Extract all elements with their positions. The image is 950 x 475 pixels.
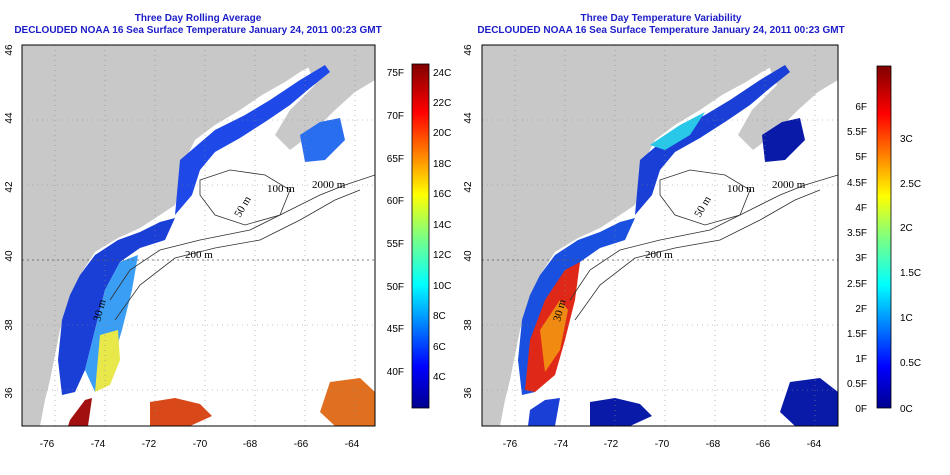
right-xtick: -72 [604, 439, 619, 450]
left-panel: Three Day Rolling Average DECLOUDED NOAA… [4, 13, 451, 450]
right-contour-label-2000m: 2000 m [772, 179, 806, 191]
left-colorbar-scale [411, 63, 430, 409]
right-cb-f-label: 2F [855, 304, 867, 315]
left-xtick: -68 [243, 439, 258, 450]
left-ytick: 44 [4, 112, 15, 124]
right-contour-label-30m: 30 m [551, 298, 568, 323]
right-ytick: 36 [463, 387, 474, 399]
left-xtick: -74 [91, 439, 106, 450]
right-cb-f-label: 3.5F [847, 228, 867, 239]
right-cb-f-label: 0.5F [847, 379, 867, 390]
right-cb-c-label: 0C [900, 404, 913, 415]
left-cb-f-label: 50F [387, 282, 404, 293]
right-colorbar-scale [876, 65, 892, 409]
right-xtick: -68 [706, 439, 721, 450]
right-ytick: 46 [463, 44, 474, 56]
right-ytick: 44 [463, 112, 474, 124]
right-cb-f-label: 4.5F [847, 178, 867, 189]
right-cb-c-label: 0.5C [900, 358, 921, 369]
left-cb-c-label: 4C [433, 372, 446, 383]
right-title: Three Day Temperature Variability [581, 13, 742, 24]
right-xtick: -76 [503, 439, 518, 450]
right-cb-f-label: 6F [855, 102, 867, 113]
right-xtick: -64 [807, 439, 822, 450]
left-cb-f-label: 45F [387, 324, 404, 335]
right-cb-c-label: 2.5C [900, 179, 921, 190]
right-cb-f-label: 1.5F [847, 329, 867, 340]
left-cb-c-label: 16C [433, 189, 451, 200]
left-cb-f-label: 65F [387, 154, 404, 165]
right-panel: Three Day Temperature Variability DECLOU… [463, 13, 921, 450]
right-cb-c-label: 2C [900, 223, 913, 234]
left-map-frame [21, 44, 376, 427]
left-y-axis: 36 38 40 42 44 46 [4, 44, 15, 399]
left-cb-c-label: 8C [433, 311, 446, 322]
left-ytick: 42 [4, 181, 15, 193]
right-cb-f-label: 4F [855, 203, 867, 214]
left-cb-f-label: 55F [387, 239, 404, 250]
right-land [482, 45, 784, 426]
right-colorbar: 6F 5.5F 5F 4.5F 4F 3.5F 3F 2.5F 2F 1.5F … [847, 65, 921, 415]
left-cb-f-label: 60F [387, 196, 404, 207]
right-x-axis: -76 -74 -72 -70 -68 -66 -64 [503, 439, 822, 450]
right-cb-c-label: 1C [900, 313, 913, 324]
left-cb-f-label: 75F [387, 68, 404, 79]
right-contour-label-100m: 100 m [727, 183, 755, 195]
right-cb-c-label: 3C [900, 134, 913, 145]
left-ytick: 40 [4, 250, 15, 262]
right-cb-f-label: 1F [855, 354, 867, 365]
left-xtick: -64 [345, 439, 360, 450]
right-cb-f-label: 0F [855, 404, 867, 415]
right-cb-f-label: 2.5F [847, 279, 867, 290]
left-cb-c-label: 18C [433, 159, 451, 170]
left-cb-f-label: 70F [387, 111, 404, 122]
left-contour-label-2000m: 2000 m [312, 179, 346, 191]
right-cb-f-label: 3F [855, 253, 867, 264]
right-ytick: 38 [463, 319, 474, 331]
right-xtick: -74 [554, 439, 569, 450]
left-contour-label-100m: 100 m [267, 183, 295, 195]
right-y-axis: 36 38 40 42 44 46 [463, 44, 474, 399]
right-cb-f-label: 5F [855, 152, 867, 163]
left-ytick: 36 [4, 387, 15, 399]
left-contour-label-200m: 200 m [185, 249, 213, 261]
left-xtick: -76 [40, 439, 55, 450]
left-cb-c-label: 22C [433, 98, 451, 109]
right-xtick: -66 [756, 439, 771, 450]
left-cb-f-label: 40F [387, 367, 404, 378]
left-xtick: -70 [193, 439, 208, 450]
left-land [22, 45, 322, 426]
left-ytick: 46 [4, 44, 15, 56]
right-cb-c-label: 1.5C [900, 268, 921, 279]
left-cb-c-label: 6C [433, 342, 446, 353]
left-ytick: 38 [4, 319, 15, 331]
left-map: 100 m 200 m 2000 m 50 m 30 m [22, 45, 375, 426]
right-map-frame [481, 44, 839, 427]
left-xtick: -72 [142, 439, 157, 450]
left-x-axis: -76 -74 -72 -70 -68 -66 -64 [40, 439, 360, 450]
right-contour-label-200m: 200 m [645, 249, 673, 261]
left-xtick: -66 [294, 439, 309, 450]
right-map: 100 m 200 m 2000 m 50 m 30 m [482, 45, 838, 426]
right-ytick: 40 [463, 250, 474, 262]
right-cb-f-label: 5.5F [847, 127, 867, 138]
right-subtitle: DECLOUDED NOAA 16 Sea Surface Temperatur… [477, 25, 844, 36]
left-title: Three Day Rolling Average [135, 13, 262, 24]
left-cb-c-label: 20C [433, 128, 451, 139]
right-ytick: 42 [463, 181, 474, 193]
left-cb-c-label: 10C [433, 281, 451, 292]
left-cb-c-label: 14C [433, 220, 451, 231]
left-subtitle: DECLOUDED NOAA 16 Sea Surface Temperatur… [14, 25, 381, 36]
left-colorbar: 75F 70F 65F 60F 55F 50F 45F 40F 24C 22C … [387, 63, 451, 409]
left-cb-c-label: 12C [433, 250, 451, 261]
right-xtick: -70 [655, 439, 670, 450]
left-cb-c-label: 24C [433, 68, 451, 79]
left-contour-label-30m: 30 m [91, 298, 108, 323]
